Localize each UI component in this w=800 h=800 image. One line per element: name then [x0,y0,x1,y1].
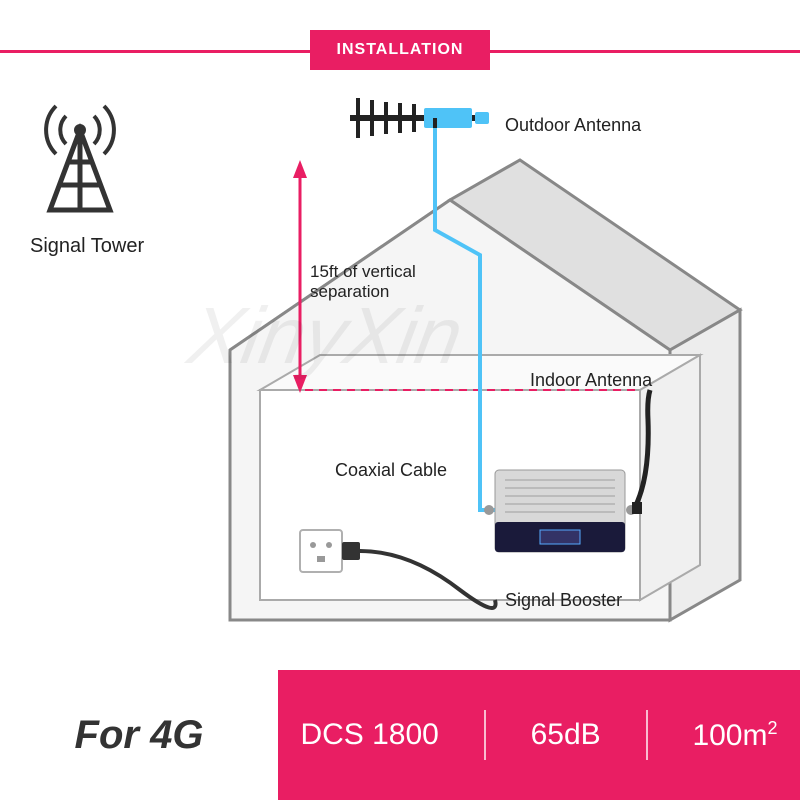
header-banner: INSTALLATION [310,30,490,70]
header-line-left [0,50,310,53]
signal-tower-icon [46,106,114,210]
outdoor-antenna-icon [350,98,489,138]
diagram-area: Outdoor Antenna Signal Tower 15ft of ver… [0,80,800,670]
signal-booster-label: Signal Booster [505,590,622,611]
coaxial-cable-label: Coaxial Cable [335,460,447,481]
signal-booster-icon [484,470,636,552]
infographic-container: INSTALLATION [0,0,800,800]
separation-label: 15ft of vertical separation [310,262,440,303]
footer: For 4G DCS 1800 65dB 100m2 [0,670,800,800]
spec-band: DCS 1800 [300,718,438,752]
header-title: INSTALLATION [337,41,464,59]
spec-divider [646,710,648,760]
footer-left: For 4G [0,670,278,800]
outdoor-antenna-label: Outdoor Antenna [505,115,641,136]
spec-divider [484,710,486,760]
footer-right: DCS 1800 65dB 100m2 [278,670,800,800]
diagram-svg [0,80,800,670]
header-line-right [490,50,800,53]
spec-area: 100m2 [692,718,777,753]
signal-tower-label: Signal Tower [30,235,144,258]
footer-left-text: For 4G [75,713,204,758]
spec-gain: 65dB [531,718,601,752]
indoor-antenna-label: Indoor Antenna [530,370,652,391]
